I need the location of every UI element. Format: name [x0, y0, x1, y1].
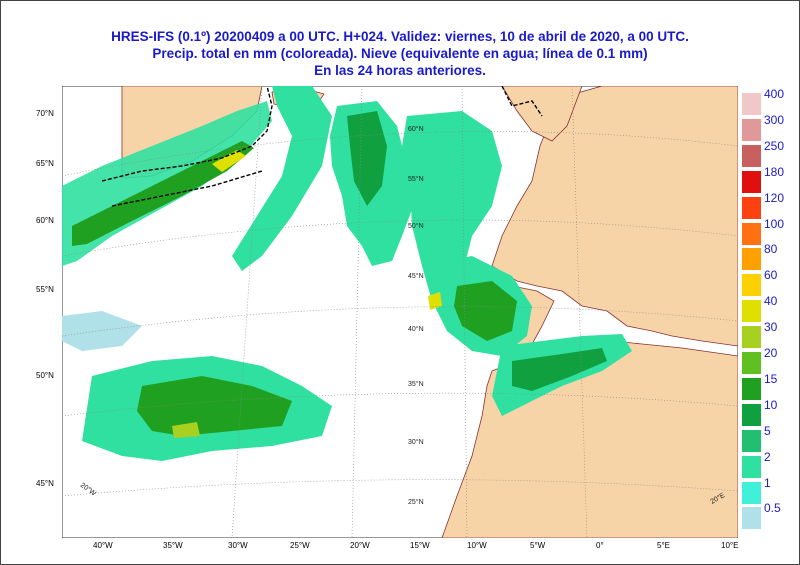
legend-value: 10 — [764, 397, 778, 412]
legend-value: 40 — [764, 294, 778, 309]
precip-sw-band-max — [172, 422, 200, 438]
lon-label-40w: 40°W — [93, 541, 113, 550]
inner-lat-40: 40°N — [408, 325, 424, 333]
lon-label-0: 0° — [596, 541, 604, 550]
title-line-1: HRES-IFS (0.1º) 20200409 a 00 UTC. H+024… — [111, 29, 689, 44]
meridian-20w — [351, 86, 363, 538]
legend-value: 30 — [764, 320, 778, 335]
legend-value: 2 — [764, 449, 771, 464]
inner-lat-25: 25°N — [408, 498, 424, 506]
precip-north-band — [232, 86, 332, 271]
precip-greenland-arc-core — [72, 141, 254, 246]
lon-label-5w: 5°W — [530, 541, 546, 550]
lat-label-65: 65°N — [36, 159, 54, 168]
parallel-40 — [62, 306, 738, 337]
legend-swatch — [742, 248, 761, 271]
legend-value: 1 — [764, 475, 771, 490]
precipitation-map: 60°N 55°N 50°N 45°N 40°N 35°N 30°N 25°N … — [62, 86, 738, 538]
precip-sw-band-core — [137, 376, 292, 436]
precip-iberia-core — [454, 281, 517, 341]
lon-label-10w: 10°W — [467, 541, 487, 550]
legend-swatch — [742, 118, 761, 141]
map-title: HRES-IFS (0.1º) 20200409 a 00 UTC. H+024… — [0, 28, 800, 79]
lon-label-25w: 25°W — [290, 541, 310, 550]
legend-value: 15 — [764, 371, 778, 386]
lat-label-55: 55°N — [36, 285, 54, 294]
precip-greenland-arc-max — [212, 150, 246, 172]
legend-swatch — [742, 274, 761, 297]
legend-swatch — [742, 170, 761, 193]
snow-line — [101, 86, 543, 207]
legend-value: 180 — [764, 164, 785, 179]
inner-lat-60: 60°N — [408, 125, 424, 133]
lon-label-35w: 35°W — [163, 541, 183, 550]
parallel-20 — [62, 479, 738, 497]
legend-swatch — [742, 196, 761, 219]
inner-lat-30: 30°N — [408, 438, 424, 446]
legend-swatch — [742, 144, 761, 167]
precip-central-band-core — [347, 111, 387, 206]
lon-label-20w: 20°W — [350, 541, 370, 550]
legend-value: 300 — [764, 112, 785, 127]
inner-lat-55: 55°N — [408, 175, 424, 183]
meridian-30w — [231, 86, 263, 538]
inner-lat-45: 45°N — [408, 272, 424, 280]
legend-value: 120 — [764, 190, 785, 205]
legend-value: 5 — [764, 423, 771, 438]
legend-value: 250 — [764, 138, 785, 153]
precip-ne-atlantic — [402, 111, 502, 286]
legend-value: 20 — [764, 346, 778, 360]
meridian-0 — [571, 86, 588, 538]
legend-swatch — [742, 429, 761, 452]
parallel-30 — [62, 392, 738, 417]
inner-lat-50: 50°N — [408, 222, 424, 230]
lon-label-30w: 30°W — [228, 541, 248, 550]
lat-label-60: 60°N — [36, 216, 54, 225]
legend-value: 80 — [764, 242, 778, 257]
graticule — [62, 86, 738, 538]
meridian-10w — [461, 86, 468, 538]
legend-swatch — [742, 507, 761, 530]
precip-scattered — [62, 311, 142, 351]
title-line-3: En las 24 horas anteriores. — [314, 63, 486, 78]
legend-swatch — [742, 93, 761, 115]
land-europe — [491, 86, 738, 347]
legend-swatch — [742, 300, 761, 323]
legend-swatch — [742, 481, 761, 504]
legend-value: 0.5 — [764, 501, 781, 516]
legend-value: 60 — [764, 268, 778, 283]
parallel-50 — [62, 219, 738, 257]
lon-label-5e: 5°E — [657, 541, 670, 550]
legend-swatch — [742, 326, 761, 349]
lon-label-15w: 15°W — [410, 541, 430, 550]
legend-swatch — [742, 222, 761, 245]
legend-swatch — [742, 455, 761, 478]
inner-lat-35: 35°N — [408, 380, 424, 388]
legend-swatch — [742, 352, 761, 374]
precip-legend: 400 300 250 180 120 100 80 60 40 30 20 15 10 5 2 1 0.5 — [742, 88, 798, 533]
legend-swatch — [742, 377, 761, 400]
legend-value: 400 — [764, 87, 785, 101]
lat-label-45: 45°N — [36, 479, 54, 488]
precip-iberia-max — [428, 292, 442, 310]
legend-value: 100 — [764, 216, 785, 231]
lon-label-10e: 10°E — [721, 541, 739, 550]
precip-field — [62, 86, 632, 461]
lat-label-70: 70°N — [36, 109, 54, 118]
precip-north-africa-core — [512, 348, 607, 391]
lat-label-50: 50°N — [36, 371, 54, 380]
land-scandinavia — [501, 86, 583, 142]
legend-swatch — [742, 403, 761, 426]
title-line-2: Precip. total en mm (coloreada). Nieve (… — [152, 46, 648, 61]
